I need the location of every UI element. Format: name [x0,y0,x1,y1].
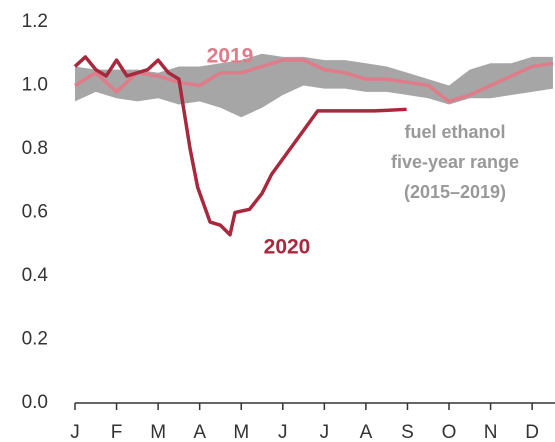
x-tick-label: A [193,422,206,442]
x-tick-label: S [401,422,414,442]
x-tick-label: M [233,422,249,442]
series-label: 2019 [207,45,254,68]
series-line [73,55,407,237]
x-tick-label: O [442,422,457,442]
y-tick-label: 0.4 [22,265,49,286]
x-tick-label: N [484,422,498,442]
series-label: 2020 [264,236,311,259]
series-line [74,58,554,104]
y-tick-label: 0.0 [22,392,48,413]
x-tick-label: J [320,422,330,442]
x-tick-label: M [150,422,166,442]
range-label: fuel ethanol [404,122,505,142]
x-tick-label: J [70,422,80,442]
y-tick-label: 1.0 [22,75,48,96]
x-tick-label: F [111,422,123,442]
y-tick-label: 0.8 [22,138,48,159]
x-tick-label: D [525,422,539,442]
range-band [75,53,553,118]
y-tick-label: 1.2 [22,11,48,32]
y-tick-label: 0.2 [22,329,48,350]
y-tick-label: 0.6 [22,202,48,223]
range-label: five-year range [391,152,519,172]
range-label: (2015–2019) [404,182,506,202]
x-tick-label: A [360,422,373,442]
x-tick-label: J [278,422,288,442]
